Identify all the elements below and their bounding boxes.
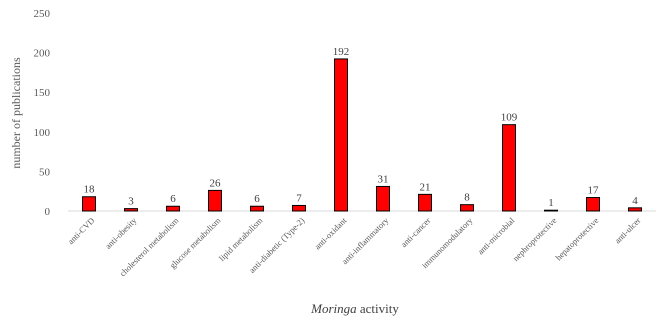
bar bbox=[208, 189, 222, 212]
x-tick-label: hepatoprotective bbox=[553, 215, 600, 262]
bar-value-label: 7 bbox=[296, 192, 302, 204]
x-tick-label: anti-obesity bbox=[103, 215, 139, 251]
x-tick-label: anti-CVD bbox=[66, 215, 97, 246]
bar bbox=[292, 204, 306, 212]
y-axis-ticks: 0 50 100 150 200 250 bbox=[34, 8, 51, 218]
bar-value-label: 26 bbox=[210, 177, 222, 189]
bar bbox=[250, 205, 264, 212]
y-tick-label: 250 bbox=[34, 8, 51, 20]
bar-value-label: 6 bbox=[170, 193, 176, 205]
bar bbox=[544, 209, 558, 212]
y-tick-label: 0 bbox=[45, 206, 51, 218]
y-tick-label: 100 bbox=[34, 127, 51, 139]
bar-value-label: 109 bbox=[501, 112, 518, 124]
bar-value-label: 8 bbox=[464, 192, 470, 204]
y-tick-label: 150 bbox=[34, 87, 51, 99]
bar-value-label: 17 bbox=[588, 185, 600, 197]
bar-value-label: 21 bbox=[420, 181, 431, 193]
y-tick-label: 200 bbox=[34, 48, 51, 60]
value-labels-group: 18 3 6 26 6 7 192 31 21 8 109 1 17 4 bbox=[84, 46, 639, 209]
bar bbox=[82, 196, 96, 212]
bar bbox=[502, 124, 516, 212]
bar-value-label: 192 bbox=[333, 46, 350, 58]
x-axis-label: Moringa activity bbox=[310, 301, 399, 316]
x-axis-label-rest: activity bbox=[357, 301, 400, 316]
x-tick-label: nephroprotective bbox=[511, 215, 559, 263]
bar bbox=[460, 204, 474, 212]
bar bbox=[586, 197, 600, 212]
x-tick-label: anti-cancer bbox=[399, 215, 433, 249]
bar-value-label: 31 bbox=[378, 173, 389, 185]
bar bbox=[376, 185, 390, 212]
bar bbox=[418, 193, 432, 212]
bar bbox=[166, 205, 180, 212]
x-axis-label-italic: Moringa bbox=[310, 301, 357, 316]
y-axis-label: number of publications bbox=[9, 57, 23, 169]
bars-group bbox=[82, 58, 642, 212]
bar-value-label: 3 bbox=[128, 196, 134, 208]
bar-value-label: 4 bbox=[632, 195, 638, 207]
bar-value-label: 6 bbox=[254, 193, 260, 205]
bar bbox=[124, 208, 138, 212]
bar-value-label: 18 bbox=[84, 184, 96, 196]
x-tick-label: anti-ulcer bbox=[612, 215, 642, 245]
x-tick-label: anti-oxidant bbox=[312, 215, 349, 252]
bar bbox=[334, 58, 348, 212]
bar bbox=[628, 207, 642, 212]
bar-value-label: 1 bbox=[548, 197, 554, 209]
x-tick-label: anti-microbial bbox=[475, 215, 517, 257]
y-tick-label: 50 bbox=[39, 166, 51, 178]
